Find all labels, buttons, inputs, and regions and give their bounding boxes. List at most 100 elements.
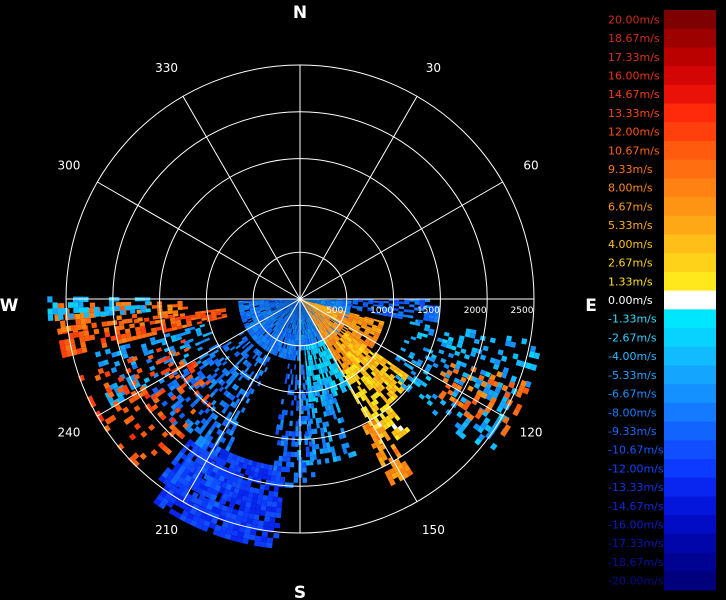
echo-bin [272,319,278,324]
echo-bin [290,328,293,334]
echo-bin [316,422,320,429]
echo-bin [259,510,266,517]
echo-bin [431,409,439,417]
echo-bin [198,364,205,371]
echo-bin [254,509,261,516]
echo-bin [302,319,304,325]
echo-bin [296,319,298,325]
echo-bin [104,417,113,425]
echo-bin [221,315,228,319]
echo-bin [280,341,284,348]
echo-bin [195,359,202,366]
echo-bin [356,341,362,347]
echo-bin [339,322,345,327]
echo-bin [467,385,474,392]
echo-bin [325,302,331,304]
echo-bin [293,324,296,330]
echo-bin [301,395,304,401]
echo-bin [210,311,217,315]
echo-bin [415,361,422,368]
echo-bin [170,394,178,402]
echo-bin [256,314,263,317]
echo-bin [253,336,259,341]
echo-bin [265,318,271,323]
echo-bin [122,406,130,414]
echo-bin [292,334,294,340]
echo-bin [312,381,316,388]
colorbar-label: 10.67m/s [608,144,660,157]
echo-bin [406,375,413,382]
echo-bin [378,304,384,308]
colorbar-swatch [664,10,716,30]
echo-bin [247,387,253,394]
echo-bin [310,365,314,371]
echo-bin [276,439,282,446]
echo-bin [169,484,178,493]
echo-bin [295,329,297,335]
echo-bin [279,476,285,483]
echo-bin [272,338,277,344]
echo-bin [382,357,389,363]
echo-bin [269,342,274,348]
echo-bin [330,317,336,322]
echo-bin [240,407,246,414]
echo-bin [270,305,276,308]
echo-bin [307,305,312,310]
echo-bin [225,528,233,535]
echo-bin [440,357,447,364]
echo-bin [263,315,269,319]
echo-bin [458,425,466,433]
echo-bin [199,323,206,328]
echo-bin [290,300,296,302]
echo-bin [294,345,297,351]
echo-bin [314,303,320,306]
echo-bin [473,338,480,345]
echo-bin [367,374,373,381]
echo-bin [201,359,208,365]
echo-bin [313,354,316,360]
echo-bin [301,415,305,422]
echo-bin [417,319,424,324]
echo-bin [302,340,305,346]
echo-bin [304,300,310,303]
echo-bin [379,361,386,368]
echo-bin [158,475,166,483]
echo-bin [319,304,325,307]
echo-bin [489,396,497,405]
colorbar-swatch [664,66,716,86]
echo-bin [330,304,336,307]
echo-bin [357,300,364,303]
echo-bin [300,319,302,325]
echo-bin [210,313,217,317]
echo-bin [324,317,330,321]
echo-bin [176,385,183,392]
echo-bin [341,443,347,450]
echo-bin [298,309,300,315]
azimuth-spoke [299,298,503,417]
echo-bin [215,310,222,314]
echo-bin [270,336,275,342]
echo-bin [248,301,254,304]
echo-bin [314,304,320,308]
echo-bin [265,307,271,310]
echo-bin [355,350,361,356]
echo-bin [337,300,343,303]
echo-bin [328,320,333,325]
echo-bin [227,411,233,418]
echo-bin [319,334,323,340]
echo-bin [335,367,340,373]
echo-bin [180,446,188,454]
echo-bin [333,344,338,350]
echo-bin [264,325,269,330]
echo-bin [311,332,315,338]
echo-bin [291,302,297,306]
echo-bin [180,331,187,337]
echo-bin [310,300,316,302]
echo-bin [287,373,290,380]
echo-bin [238,526,246,534]
echo-bin [311,359,314,366]
echo-bin [288,430,293,437]
echo-bin [155,347,163,353]
echo-bin [290,379,294,385]
echo-bin [75,324,82,331]
